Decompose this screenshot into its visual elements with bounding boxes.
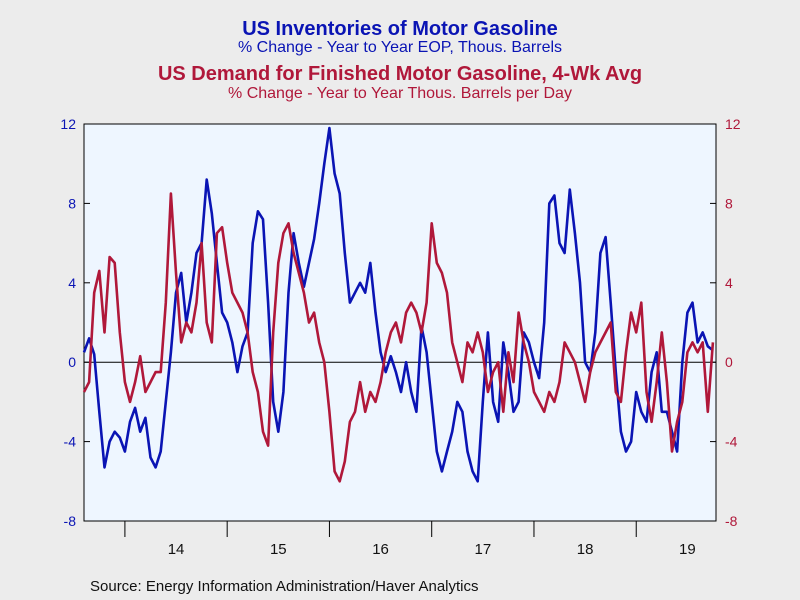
x-tick-label: 14 (168, 541, 185, 558)
y-tick-label-left: 12 (60, 116, 76, 132)
y-tick-label-right: -4 (725, 434, 738, 450)
series-line-demand (82, 192, 715, 483)
y-tick-label-right: 4 (725, 275, 733, 291)
chart-subtitle-demand: % Change - Year to Year Thous. Barrels p… (228, 85, 572, 102)
x-tick-label: 15 (270, 541, 287, 558)
y-tick-label-right: 8 (725, 195, 733, 211)
y-tick-label-left: -8 (64, 513, 77, 529)
x-tick-label: 17 (474, 541, 491, 558)
x-tick-label: 19 (679, 541, 696, 558)
x-tick-label: 18 (577, 541, 594, 558)
series-line-inventories (82, 126, 714, 483)
x-tick-label: 16 (372, 541, 389, 558)
y-tick-label-right: 12 (725, 116, 741, 132)
chart-subtitle-inventories: % Change - Year to Year EOP, Thous. Barr… (237, 39, 563, 56)
y-tick-label-left: 8 (68, 195, 76, 211)
y-tick-label-left: 0 (68, 354, 76, 370)
chart-title-demand: US Demand for Finished Motor Gasoline, 4… (157, 63, 643, 85)
y-tick-label-left: -4 (64, 434, 77, 450)
y-tick-label-right: -8 (725, 513, 738, 529)
y-tick-label-left: 4 (68, 275, 76, 291)
y-tick-label-right: 0 (725, 354, 733, 370)
source-note: Source: Energy Information Administratio… (90, 578, 479, 595)
chart-title-inventories: US Inventories of Motor Gasoline (242, 18, 558, 40)
